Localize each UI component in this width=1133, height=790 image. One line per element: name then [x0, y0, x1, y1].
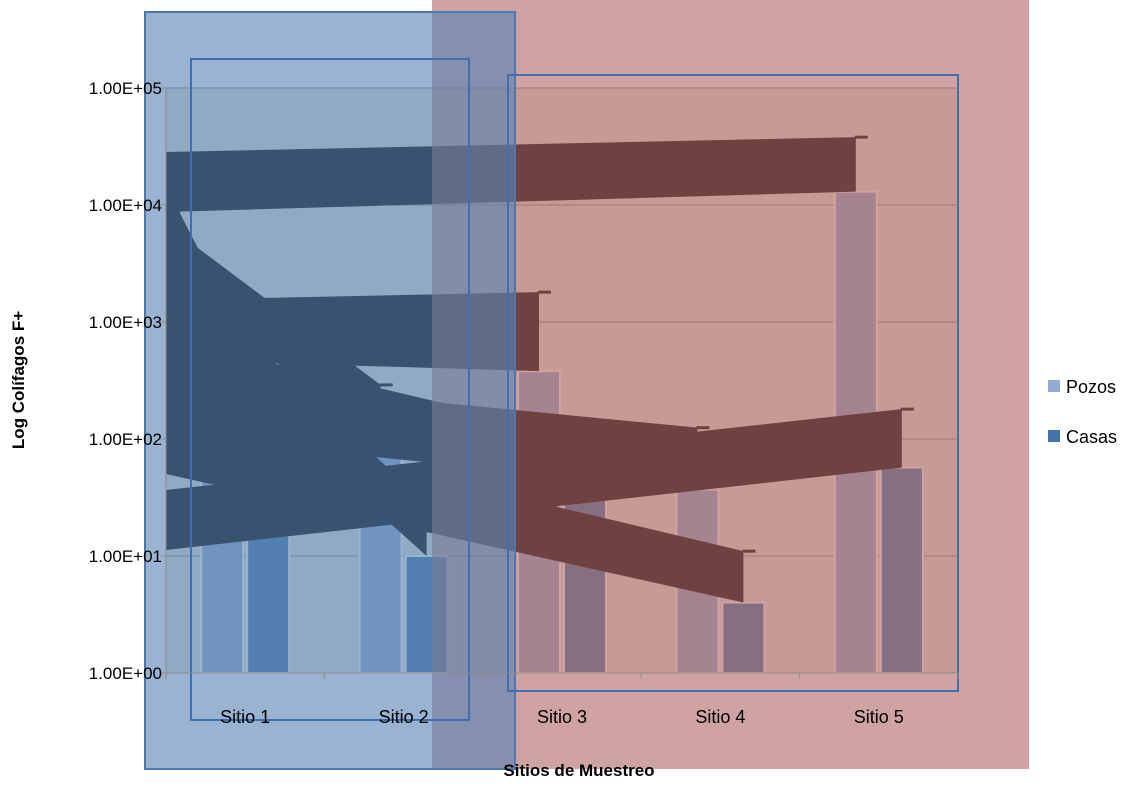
- x-tick-label: Sitio 5: [854, 707, 904, 727]
- highlight-box-inner: [190, 58, 470, 721]
- x-tick-label: Sitio 2: [379, 707, 429, 727]
- legend-swatch: [1048, 380, 1060, 392]
- y-tick-label: 1.00E+05: [89, 79, 162, 98]
- y-tick-label: 1.00E+02: [89, 430, 162, 449]
- x-tick-label: Sitio 1: [220, 707, 270, 727]
- legend-label: Casas: [1066, 427, 1117, 447]
- legend-label: Pozos: [1066, 377, 1116, 397]
- legend-swatch: [1048, 430, 1060, 442]
- x-axis-title: Sitios de Muestreo: [503, 761, 654, 780]
- y-tick-label: 1.00E+04: [89, 196, 162, 215]
- y-axis-title: Log Colífagos F+: [9, 311, 28, 449]
- legend: Pozos Casas: [1048, 377, 1117, 447]
- y-tick-label: 1.00E+03: [89, 313, 162, 332]
- x-tick-label: Sitio 3: [537, 707, 587, 727]
- highlight-box-right: [507, 74, 959, 692]
- highlight-box-blue: [144, 11, 516, 770]
- x-tick-label: Sitio 4: [695, 707, 745, 727]
- y-tick-label: 1.00E+01: [89, 547, 162, 566]
- highlight-box-red: [432, 0, 1029, 769]
- y-tick-label: 1.00E+00: [89, 664, 162, 683]
